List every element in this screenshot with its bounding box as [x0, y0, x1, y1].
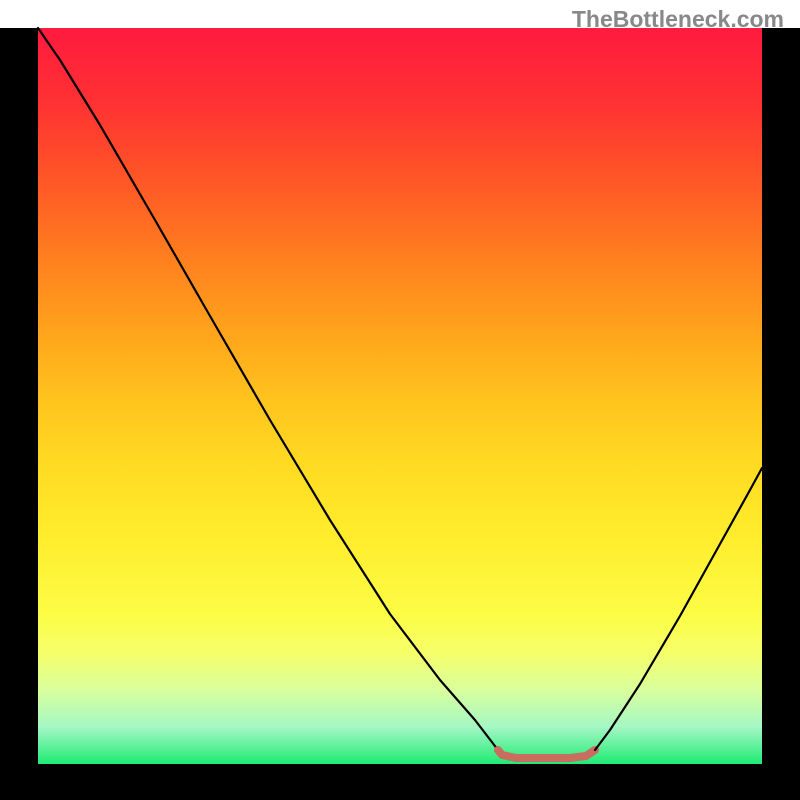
border-left	[0, 28, 38, 800]
curve-svg	[0, 0, 800, 800]
bottleneck-curve-right	[595, 468, 762, 750]
bottleneck-curve-bottom	[498, 750, 595, 758]
chart-container: TheBottleneck.com	[0, 0, 800, 800]
border-right	[762, 28, 800, 800]
bottleneck-curve-left	[38, 28, 498, 750]
watermark-text: TheBottleneck.com	[572, 6, 784, 33]
border-bottom	[0, 764, 800, 800]
